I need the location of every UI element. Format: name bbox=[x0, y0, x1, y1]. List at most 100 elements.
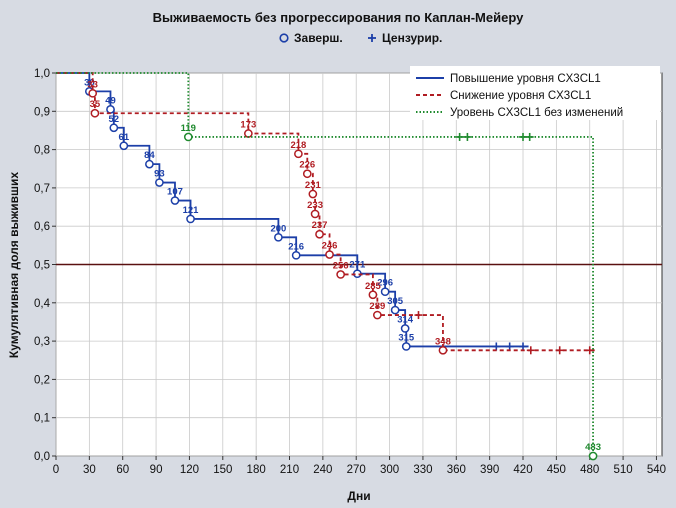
event-point-decrease bbox=[315, 229, 324, 239]
x-tick-label: 0 bbox=[53, 464, 59, 476]
event-point-decrease bbox=[438, 345, 448, 355]
event-label-decrease: 173 bbox=[240, 120, 256, 131]
censored-mark-increase bbox=[519, 342, 528, 351]
x-tick-label: 120 bbox=[180, 464, 199, 476]
y-tick-label: 0,2 bbox=[34, 374, 50, 386]
x-tick-label: 330 bbox=[413, 464, 432, 476]
event-point-decrease bbox=[310, 209, 320, 219]
event-label-decrease: 35 bbox=[90, 99, 101, 110]
event-label-decrease: 289 bbox=[369, 301, 385, 312]
censored-mark-unchanged bbox=[519, 132, 528, 141]
legend-box bbox=[410, 66, 660, 120]
event-label-increase: 121 bbox=[183, 205, 200, 216]
event-point-increase bbox=[274, 232, 283, 242]
x-tick-label: 150 bbox=[213, 464, 232, 476]
y-tick-label: 0,7 bbox=[34, 183, 50, 195]
event-point-decrease bbox=[308, 189, 318, 199]
censored-mark-decrease bbox=[414, 311, 423, 320]
event-label-decrease: 237 bbox=[312, 220, 328, 231]
event-label-increase: 200 bbox=[270, 223, 286, 234]
event-label-increase: 93 bbox=[154, 169, 165, 180]
event-label-increase: 84 bbox=[144, 150, 155, 161]
event-label-increase: 107 bbox=[167, 187, 183, 198]
x-axis-label: Дни bbox=[347, 489, 370, 503]
event-point-increase bbox=[390, 305, 400, 315]
y-tick-label: 0,5 bbox=[34, 260, 50, 272]
event-point-increase bbox=[400, 324, 410, 333]
marker-legend-circle-icon bbox=[279, 33, 289, 43]
series-legend: Повышение уровня CX3CL1 Снижение уровня … bbox=[410, 66, 660, 120]
event-label-increase: 271 bbox=[349, 260, 366, 271]
marker-legend-plus-icon bbox=[368, 34, 376, 42]
censored-mark-unchanged bbox=[525, 132, 534, 141]
legend-label-increase: Повышение уровня CX3CL1 bbox=[450, 73, 601, 85]
x-tick-label: 300 bbox=[380, 464, 399, 476]
legend-label-decrease: Снижение уровня CX3CL1 bbox=[450, 90, 591, 102]
event-point-increase bbox=[170, 196, 180, 205]
event-label-decrease: 231 bbox=[305, 180, 322, 191]
x-tick-label: 210 bbox=[280, 464, 299, 476]
y-tick-label: 0,6 bbox=[34, 221, 50, 233]
event-point-increase bbox=[145, 159, 154, 169]
event-label-decrease: 246 bbox=[322, 241, 338, 252]
event-label-increase: 49 bbox=[105, 95, 116, 106]
event-point-decrease bbox=[88, 88, 98, 98]
event-label-increase: 216 bbox=[288, 241, 304, 252]
y-tick-label: 0,3 bbox=[34, 336, 50, 348]
event-point-increase bbox=[109, 123, 119, 133]
y-tick-label: 1,0 bbox=[34, 68, 50, 80]
marker-legend-label-completed: Заверш. bbox=[294, 31, 343, 45]
event-point-increase bbox=[401, 342, 411, 351]
event-label-unchanged: 119 bbox=[181, 123, 196, 134]
censored-mark-increase bbox=[505, 342, 514, 351]
y-tick-label: 0,8 bbox=[34, 145, 50, 157]
y-tick-label: 0,4 bbox=[34, 298, 51, 310]
x-tick-label: 390 bbox=[480, 464, 499, 476]
x-tick-label: 450 bbox=[547, 464, 566, 476]
event-label-increase: 30 bbox=[84, 77, 95, 88]
x-tick-label: 60 bbox=[116, 464, 129, 476]
y-tick-label: 0,1 bbox=[34, 413, 50, 425]
x-tick-label: 30 bbox=[83, 464, 96, 476]
event-label-increase: 315 bbox=[398, 332, 415, 343]
event-label-decrease: 256 bbox=[333, 260, 349, 271]
event-label-unchanged: 483 bbox=[585, 442, 601, 453]
event-label-decrease: 226 bbox=[299, 160, 315, 171]
y-tick-label: 0,9 bbox=[34, 106, 50, 118]
censored-mark-decrease bbox=[526, 346, 535, 355]
marker-legend-label-censored: Цензурир. bbox=[382, 31, 442, 45]
y-axis-label: Кумулятивная доля выживших bbox=[7, 172, 21, 358]
marker-legend: Заверш. Цензурир. bbox=[279, 31, 442, 45]
event-point-decrease bbox=[90, 108, 100, 118]
x-tick-label: 270 bbox=[347, 464, 366, 476]
event-point-increase bbox=[186, 214, 195, 224]
event-label-decrease: 285 bbox=[365, 281, 382, 292]
censored-mark-increase bbox=[492, 342, 501, 351]
event-point-increase bbox=[155, 178, 164, 187]
x-tick-label: 510 bbox=[613, 464, 632, 476]
event-label-decrease: 33 bbox=[87, 79, 98, 90]
event-point-decrease bbox=[372, 310, 382, 320]
event-label-decrease: 233 bbox=[307, 200, 323, 211]
censored-mark-unchanged bbox=[455, 132, 464, 141]
event-point-decrease bbox=[294, 149, 303, 159]
event-point-decrease bbox=[302, 169, 312, 179]
chart-title: Выживаемость без прогрессирования по Кап… bbox=[153, 10, 524, 25]
event-label-increase: 305 bbox=[387, 296, 404, 307]
y-tick-label: 0,0 bbox=[34, 451, 50, 463]
event-point-decrease bbox=[368, 290, 378, 300]
event-label-decrease: 348 bbox=[435, 336, 451, 347]
censored-mark-decrease bbox=[555, 346, 564, 355]
series-unchanged: 119 483 bbox=[56, 72, 601, 461]
event-label-increase: 61 bbox=[119, 132, 130, 143]
event-label-increase: 52 bbox=[109, 114, 120, 125]
event-point-increase bbox=[380, 287, 390, 297]
x-tick-label: 540 bbox=[647, 464, 666, 476]
x-tick-label: 420 bbox=[513, 464, 532, 476]
x-tick-label: 480 bbox=[580, 464, 599, 476]
event-point-decrease bbox=[244, 129, 253, 138]
x-tick-label: 360 bbox=[447, 464, 466, 476]
event-point-increase bbox=[119, 141, 129, 151]
